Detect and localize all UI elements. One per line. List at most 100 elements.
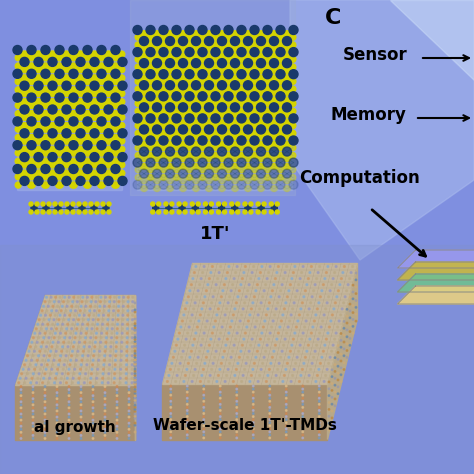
Circle shape: [236, 392, 237, 393]
Circle shape: [213, 64, 219, 70]
Circle shape: [160, 100, 166, 107]
Circle shape: [252, 108, 258, 114]
Circle shape: [99, 182, 105, 188]
Polygon shape: [390, 0, 474, 80]
Circle shape: [118, 301, 120, 303]
Circle shape: [71, 182, 77, 188]
Circle shape: [64, 67, 70, 73]
Circle shape: [320, 326, 322, 328]
Circle shape: [192, 344, 194, 346]
Circle shape: [334, 338, 336, 340]
Circle shape: [170, 401, 172, 402]
Circle shape: [186, 410, 188, 411]
Circle shape: [236, 404, 237, 405]
Circle shape: [128, 395, 130, 396]
Circle shape: [20, 407, 22, 409]
Circle shape: [285, 428, 287, 429]
Circle shape: [155, 90, 161, 95]
Circle shape: [207, 141, 213, 147]
Circle shape: [71, 210, 75, 214]
Circle shape: [280, 356, 282, 358]
Circle shape: [313, 290, 315, 292]
Circle shape: [147, 78, 153, 84]
Polygon shape: [15, 295, 135, 385]
Circle shape: [81, 301, 83, 303]
Circle shape: [134, 323, 136, 324]
Circle shape: [219, 185, 226, 191]
Circle shape: [55, 141, 64, 150]
Circle shape: [259, 31, 264, 37]
Circle shape: [28, 182, 34, 188]
Circle shape: [68, 389, 70, 390]
Circle shape: [245, 205, 251, 211]
Circle shape: [319, 265, 320, 267]
Circle shape: [334, 357, 336, 358]
Circle shape: [44, 438, 46, 439]
Circle shape: [225, 174, 231, 181]
Circle shape: [170, 425, 172, 427]
Circle shape: [223, 202, 227, 206]
Circle shape: [64, 146, 70, 152]
Circle shape: [218, 308, 219, 310]
Circle shape: [302, 425, 303, 427]
Circle shape: [155, 185, 161, 191]
Circle shape: [173, 56, 179, 62]
Circle shape: [263, 26, 272, 35]
Circle shape: [174, 167, 180, 173]
Circle shape: [131, 368, 133, 370]
Circle shape: [68, 419, 70, 421]
Circle shape: [66, 350, 68, 352]
Circle shape: [312, 326, 314, 328]
Circle shape: [56, 102, 62, 109]
Circle shape: [134, 352, 136, 354]
Circle shape: [147, 56, 153, 62]
Circle shape: [153, 36, 162, 46]
Circle shape: [200, 34, 206, 40]
Circle shape: [219, 97, 226, 103]
Circle shape: [172, 47, 181, 56]
Circle shape: [44, 301, 46, 303]
Circle shape: [250, 47, 259, 56]
Circle shape: [273, 381, 275, 383]
Circle shape: [113, 158, 119, 164]
Circle shape: [263, 136, 272, 145]
Circle shape: [56, 416, 58, 418]
Circle shape: [185, 92, 194, 101]
Circle shape: [278, 42, 284, 48]
Circle shape: [166, 178, 173, 184]
Circle shape: [233, 90, 238, 95]
Circle shape: [259, 374, 261, 376]
Circle shape: [55, 373, 57, 374]
Circle shape: [184, 374, 186, 376]
Circle shape: [59, 202, 63, 206]
Circle shape: [205, 156, 211, 162]
Circle shape: [86, 364, 88, 365]
Circle shape: [82, 355, 83, 356]
Circle shape: [204, 147, 213, 156]
Circle shape: [36, 162, 42, 168]
Circle shape: [22, 91, 28, 96]
Circle shape: [118, 310, 119, 311]
Circle shape: [147, 86, 153, 92]
Circle shape: [256, 59, 265, 68]
Circle shape: [225, 344, 227, 346]
Circle shape: [200, 64, 206, 70]
Circle shape: [91, 91, 97, 96]
Circle shape: [71, 158, 77, 164]
Circle shape: [42, 126, 48, 132]
Circle shape: [49, 99, 55, 105]
Circle shape: [355, 272, 357, 274]
Circle shape: [126, 373, 127, 374]
Circle shape: [154, 45, 159, 51]
Circle shape: [278, 78, 284, 84]
Circle shape: [273, 350, 275, 352]
Circle shape: [231, 185, 237, 191]
Circle shape: [21, 146, 27, 152]
Circle shape: [251, 272, 253, 273]
Circle shape: [80, 428, 82, 430]
Circle shape: [92, 99, 98, 105]
Circle shape: [170, 434, 172, 436]
Circle shape: [278, 64, 284, 70]
Circle shape: [69, 46, 78, 55]
Circle shape: [85, 182, 91, 188]
